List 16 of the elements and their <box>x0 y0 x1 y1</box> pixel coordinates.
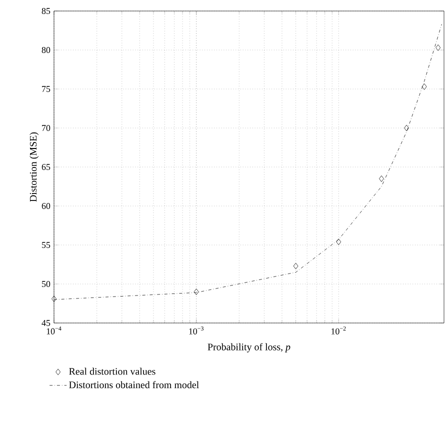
x-axis-title: Probability of loss, p <box>208 343 290 352</box>
y-tick-label: 45 <box>42 320 50 326</box>
legend-label: Real distortion values <box>69 368 156 375</box>
y-tick-label: 70 <box>42 124 50 132</box>
legend-label: Distortions obtained from model <box>69 381 199 388</box>
y-tick-label: 60 <box>42 202 50 210</box>
x-tick-label: 10$^{−2}$ <box>332 326 346 334</box>
y-tick-label: 55 <box>42 242 50 248</box>
y-tick-label: 65 <box>42 164 50 170</box>
y-tick-label: 50 <box>42 280 50 288</box>
x-tick-label: 10$^{−4}$ <box>46 326 62 334</box>
y-axis-title: Distortion (MSE) <box>30 132 39 202</box>
x-tick-label: 10$^{−3}$ <box>189 326 204 334</box>
y-tick-label: 85 <box>42 8 50 14</box>
y-tick-label: 75 <box>42 86 50 92</box>
y-tick-label: 80 <box>42 46 50 54</box>
